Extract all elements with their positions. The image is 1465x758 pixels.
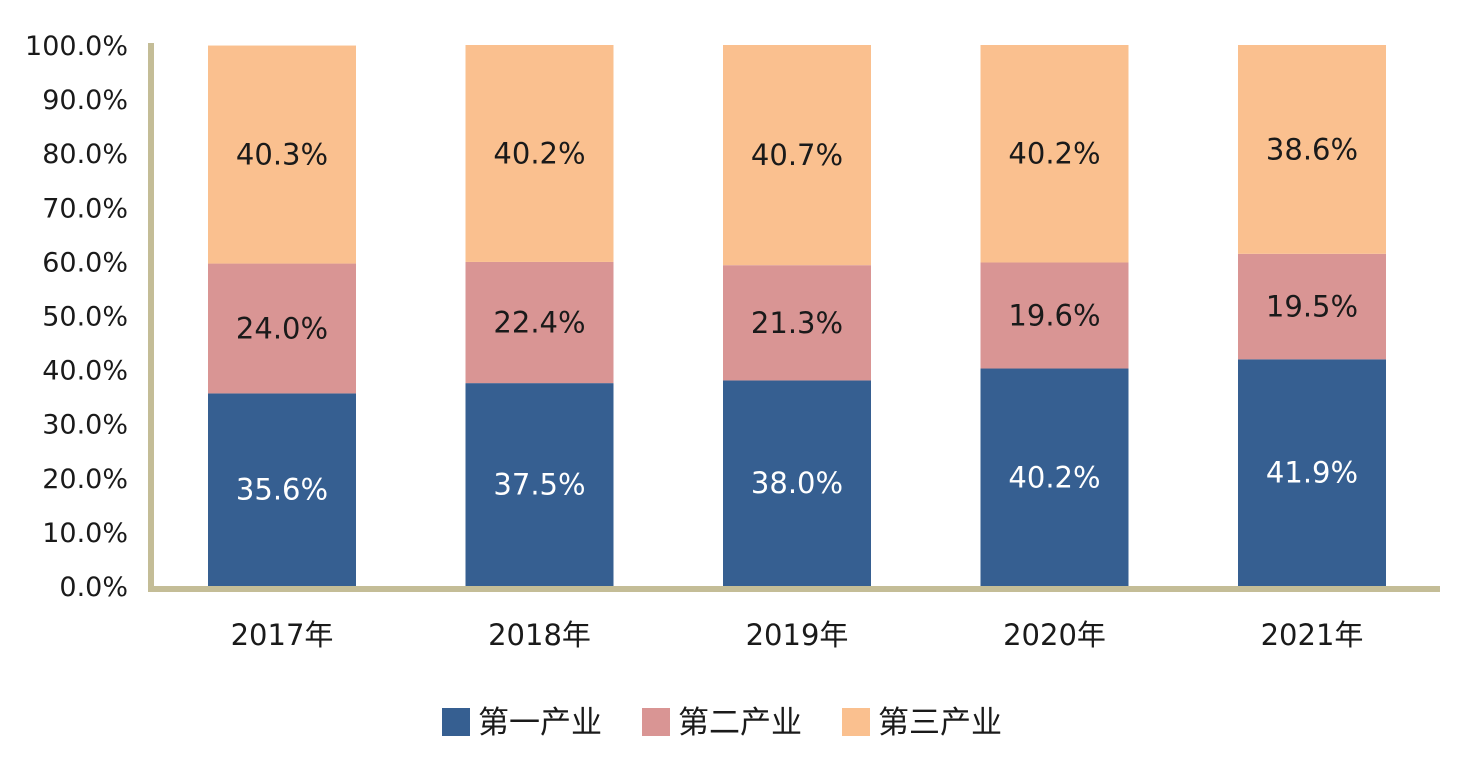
bar-segment	[980, 368, 1129, 586]
data-labels: 35.6% 24.0% 40.3% 37.5% 22.4% 40.2% 38.0% 21.3%…	[236, 132, 1358, 506]
y-tick-label: 90.0%	[42, 85, 128, 116]
bar-segments	[208, 45, 1386, 586]
bar-segment	[1238, 359, 1386, 586]
y-tick-label: 80.0%	[42, 139, 128, 170]
bar-segment	[465, 45, 614, 262]
bar-segment	[465, 261, 614, 384]
legend: 第一产业 第二产业 第三产业	[442, 705, 1002, 741]
x-category-label: 2021年	[1261, 618, 1364, 652]
data-label: 35.6%	[236, 473, 328, 507]
bar-segment	[723, 380, 871, 586]
data-label: 38.6%	[1266, 132, 1358, 166]
y-tick-label: 0.0%	[59, 572, 128, 603]
data-label: 40.2%	[1008, 460, 1100, 494]
data-label: 38.0%	[751, 466, 843, 500]
bar-segment	[208, 45, 356, 264]
x-axis-category-labels: 2017年 2018年 2019年 2020年 2021年	[231, 618, 1364, 652]
legend-label: 第三产业	[878, 705, 1002, 741]
x-category-label: 2020年	[1003, 618, 1106, 652]
legend-swatch	[642, 708, 670, 736]
x-category-label: 2017年	[231, 618, 334, 652]
y-tick-label: 60.0%	[42, 247, 128, 278]
data-label: 40.3%	[236, 138, 328, 172]
data-label: 21.3%	[751, 306, 843, 340]
y-tick-label: 30.0%	[42, 410, 128, 441]
bar-segment	[208, 393, 356, 586]
axes	[148, 43, 1440, 592]
y-axis-tick-labels: 0.0% 10.0% 20.0% 30.0% 40.0% 50.0% 60.0% 70.0% 8…	[25, 31, 128, 603]
y-tick-label: 40.0%	[42, 356, 128, 387]
data-label: 24.0%	[236, 311, 328, 345]
y-tick-label: 50.0%	[42, 302, 128, 333]
bar-segment	[208, 263, 356, 394]
bar-segment	[723, 45, 871, 266]
x-axis-line	[148, 586, 1440, 592]
data-label: 22.4%	[493, 306, 585, 340]
data-label: 19.6%	[1008, 299, 1100, 333]
bar-segment	[1238, 45, 1386, 254]
legend-label: 第二产业	[678, 705, 802, 741]
bar-segment	[723, 265, 871, 381]
y-tick-label: 10.0%	[42, 518, 128, 549]
data-label: 19.5%	[1266, 290, 1358, 324]
legend-swatch	[842, 708, 870, 736]
data-label: 40.7%	[751, 138, 843, 172]
legend-label: 第一产业	[478, 705, 602, 741]
data-label: 40.2%	[1008, 137, 1100, 171]
x-category-label: 2019年	[746, 618, 849, 652]
legend-swatch	[442, 708, 470, 736]
bar-segment	[980, 262, 1129, 369]
y-axis-line	[148, 43, 154, 592]
data-label: 41.9%	[1266, 456, 1358, 490]
y-tick-label: 70.0%	[42, 193, 128, 224]
x-category-label: 2018年	[488, 618, 591, 652]
data-label: 40.2%	[493, 136, 585, 170]
bar-segment	[465, 383, 614, 586]
bar-segment	[980, 45, 1129, 263]
y-tick-label: 100.0%	[25, 31, 128, 62]
bar-segment	[1238, 253, 1386, 360]
y-tick-label: 20.0%	[42, 464, 128, 495]
data-label: 37.5%	[493, 468, 585, 502]
